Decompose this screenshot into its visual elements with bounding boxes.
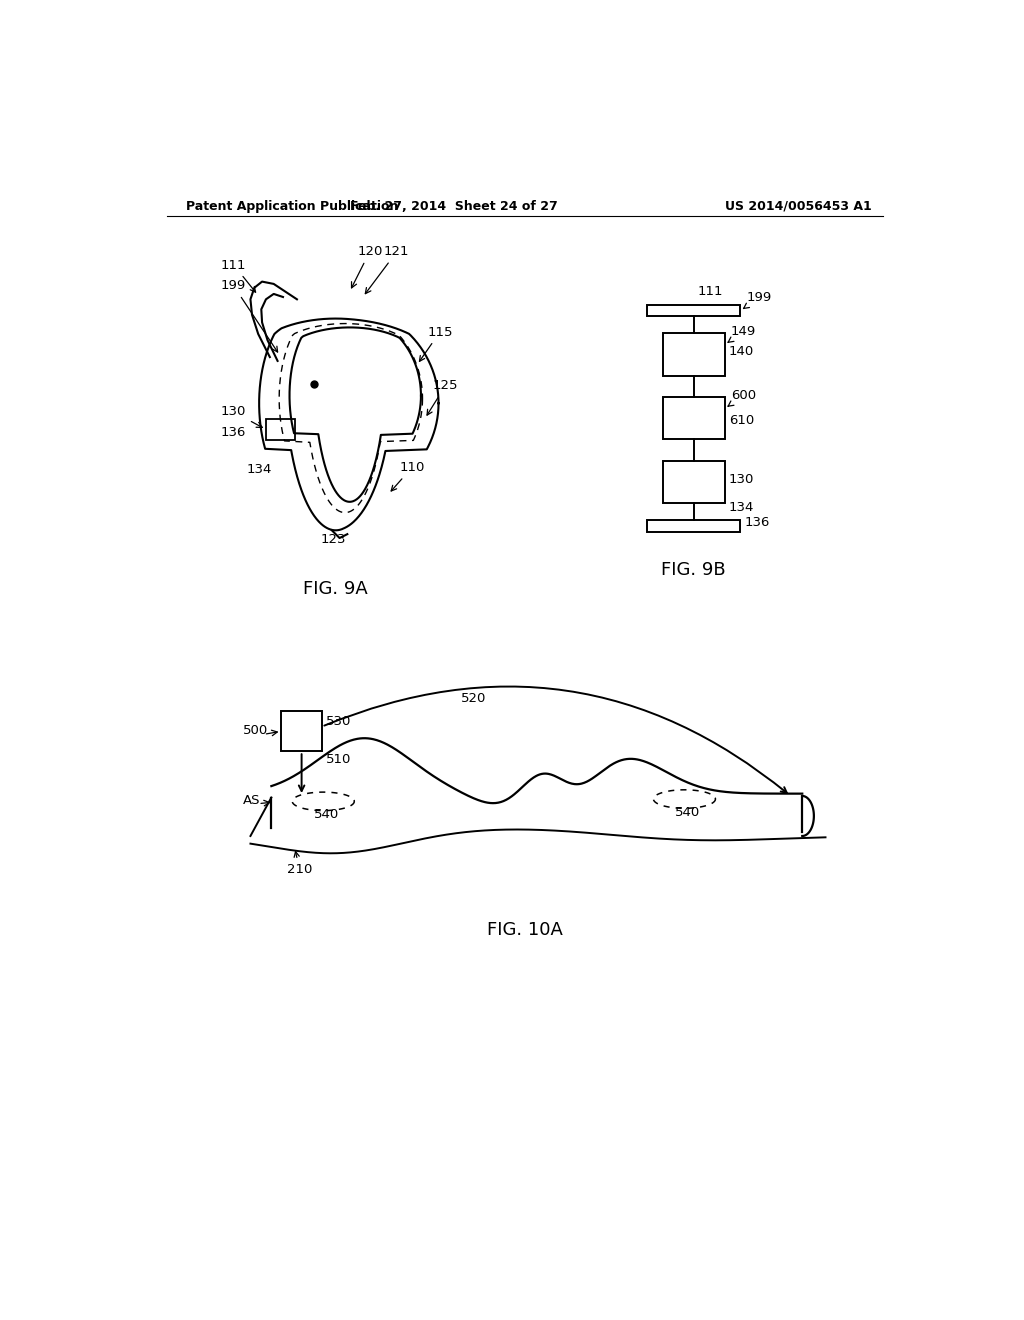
- Text: US 2014/0056453 A1: US 2014/0056453 A1: [725, 199, 872, 213]
- Text: 125: 125: [427, 379, 458, 414]
- Text: AS: AS: [243, 793, 260, 807]
- Text: 210: 210: [287, 851, 312, 876]
- Text: 120: 120: [357, 246, 383, 259]
- Bar: [663, 397, 725, 440]
- Bar: [663, 461, 725, 503]
- Text: 610: 610: [729, 414, 754, 428]
- Text: 530: 530: [327, 715, 352, 729]
- Text: 140: 140: [729, 345, 754, 358]
- Text: 111: 111: [697, 285, 723, 298]
- Text: 540: 540: [675, 807, 700, 818]
- Bar: [282, 711, 322, 751]
- Text: FIG. 9B: FIG. 9B: [662, 561, 726, 579]
- Text: FIG. 9A: FIG. 9A: [303, 581, 368, 598]
- Bar: [266, 418, 295, 441]
- Text: 134: 134: [729, 502, 754, 513]
- Text: 199: 199: [221, 280, 278, 352]
- Text: FIG. 10A: FIG. 10A: [486, 921, 563, 939]
- Text: Feb. 27, 2014  Sheet 24 of 27: Feb. 27, 2014 Sheet 24 of 27: [349, 199, 557, 213]
- Text: 540: 540: [314, 808, 339, 821]
- Text: 121: 121: [384, 246, 410, 259]
- Text: Patent Application Publication: Patent Application Publication: [186, 199, 398, 213]
- Text: 130: 130: [729, 473, 754, 486]
- Bar: [663, 333, 725, 376]
- Text: 500: 500: [243, 725, 268, 738]
- Bar: [647, 305, 740, 317]
- Text: 199: 199: [743, 290, 772, 309]
- Text: 130: 130: [221, 405, 247, 418]
- Text: 134: 134: [247, 462, 272, 475]
- Text: 510: 510: [326, 752, 351, 766]
- Text: 136: 136: [744, 516, 769, 529]
- Text: 115: 115: [420, 326, 453, 362]
- Text: 600: 600: [728, 388, 756, 407]
- Text: 149: 149: [728, 325, 756, 342]
- Text: 136: 136: [221, 425, 247, 438]
- Text: 110: 110: [391, 461, 425, 491]
- Text: 123: 123: [321, 533, 346, 546]
- Text: 520: 520: [461, 692, 486, 705]
- Bar: [647, 520, 740, 532]
- Text: 111: 111: [221, 259, 256, 292]
